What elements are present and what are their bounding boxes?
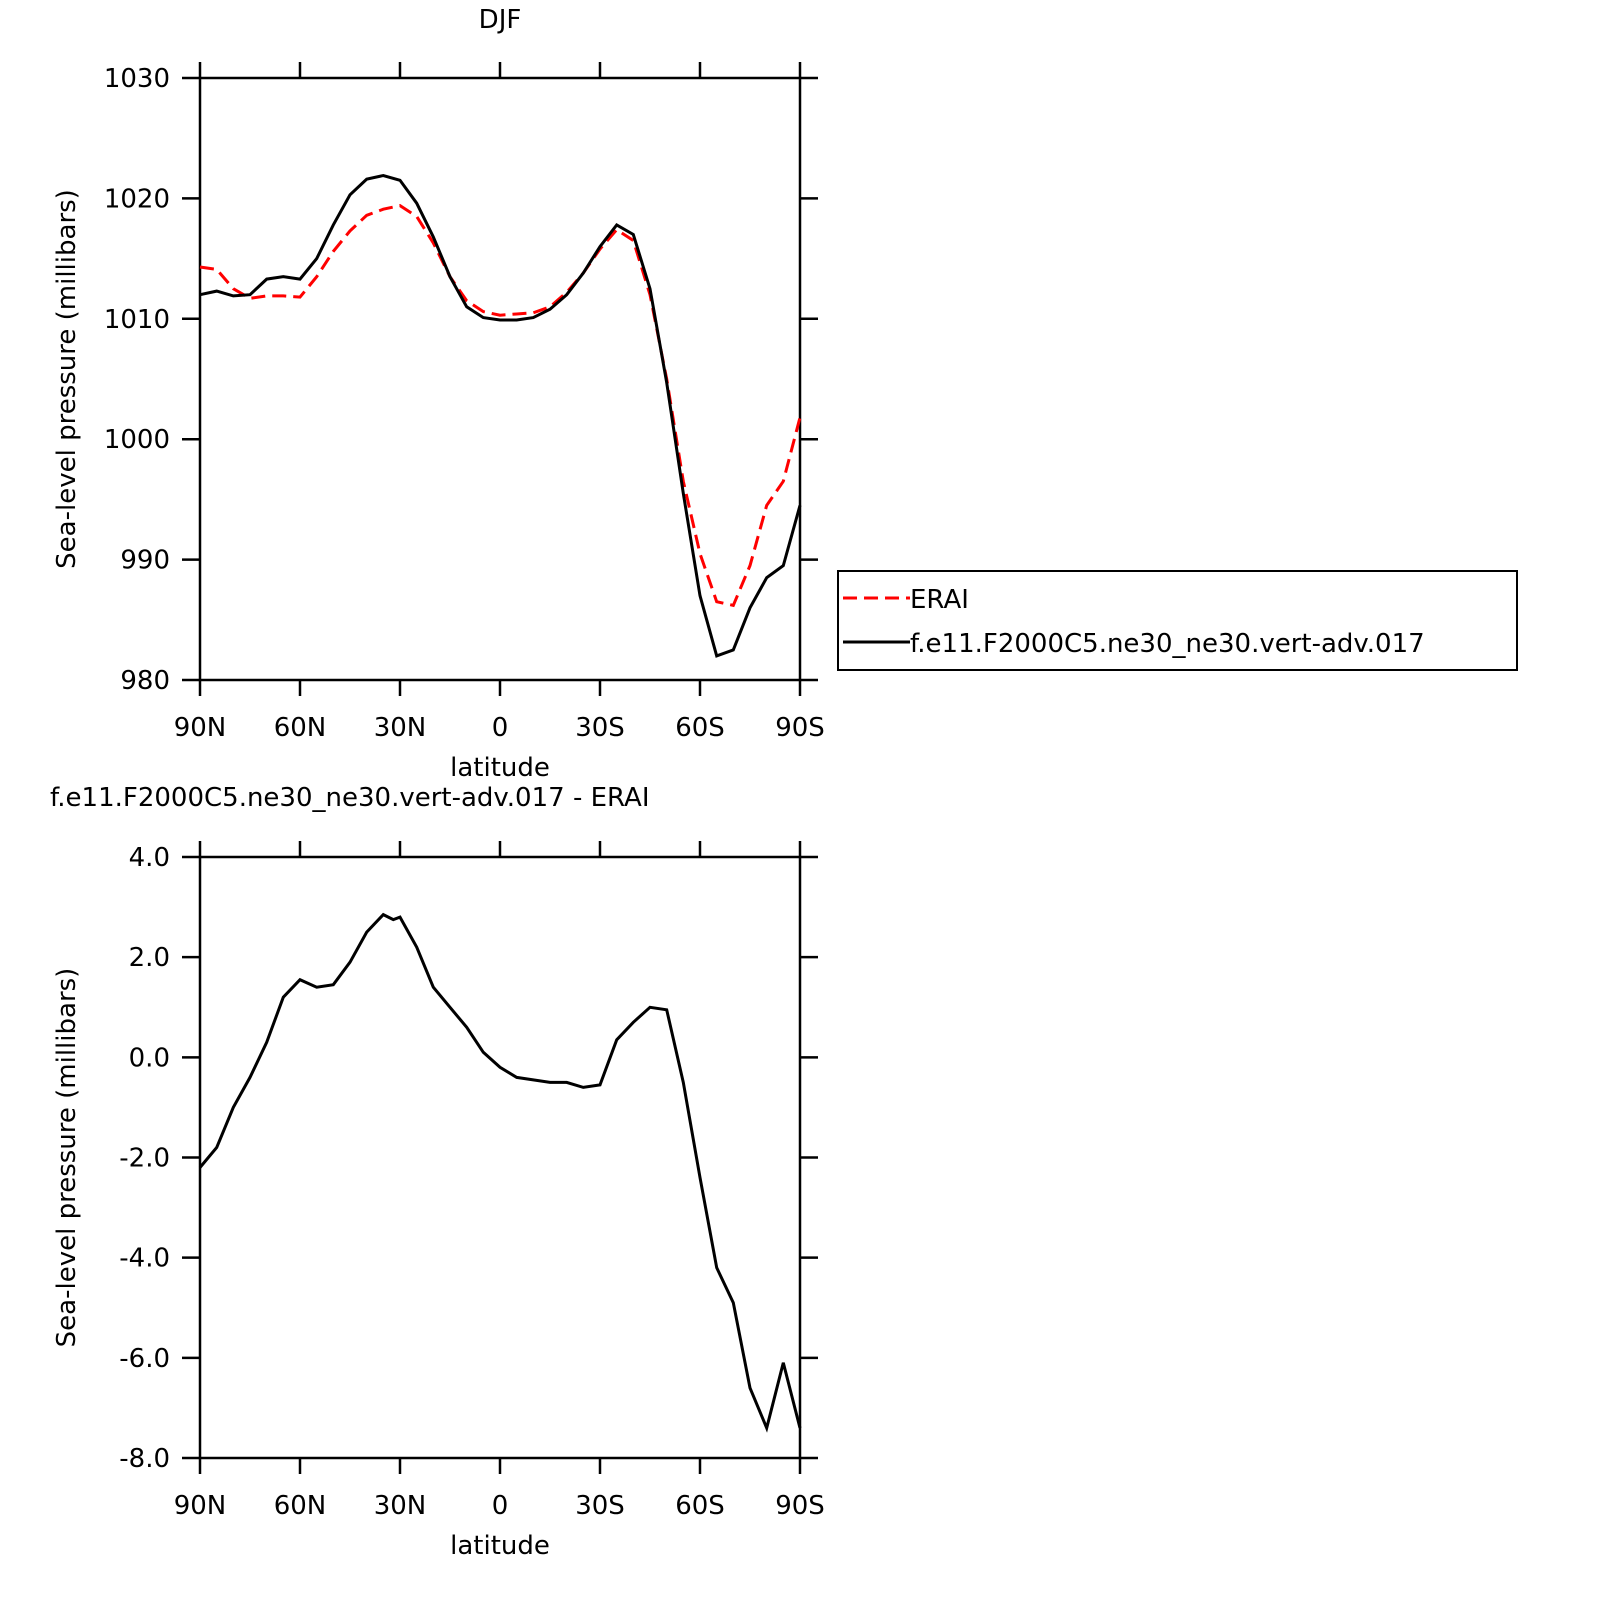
x-axis-label: latitude <box>450 753 550 783</box>
y-tick-label: -6.0 <box>119 1344 170 1374</box>
y-tick-label: 1000 <box>104 425 170 455</box>
x-tick-label: 90S <box>775 1491 825 1521</box>
y-tick-label: 2.0 <box>129 943 170 973</box>
y-tick-label: 990 <box>120 546 170 576</box>
x-tick-label: 30S <box>575 1491 625 1521</box>
series-line <box>199 173 802 658</box>
x-tick-label: 30N <box>374 713 427 743</box>
x-tick-label: 0 <box>492 1491 509 1521</box>
y-tick-label: 1020 <box>104 184 170 214</box>
y-tick-label: -8.0 <box>119 1444 170 1474</box>
x-tick-label: 90N <box>174 1491 227 1521</box>
x-tick-label: 60S <box>675 713 725 743</box>
plot-frame <box>198 855 802 1460</box>
legend-label: ERAI <box>910 585 969 615</box>
x-tick-label: 60S <box>675 1491 725 1521</box>
y-tick-label: -4.0 <box>119 1244 170 1274</box>
y-tick-label: 4.0 <box>129 843 170 873</box>
x-tick-label: 90N <box>174 713 227 743</box>
x-tick-label: 30N <box>374 1491 427 1521</box>
legend-label: f.e11.F2000C5.ne30_ne30.vert-adv.017 <box>910 629 1425 659</box>
x-tick-label: 0 <box>492 713 509 743</box>
chart-title: f.e11.F2000C5.ne30_ne30.vert-adv.017 - E… <box>50 783 650 813</box>
x-tick-label: 60N <box>274 1491 327 1521</box>
y-tick-label: 980 <box>120 666 170 696</box>
chart-title: DJF <box>479 5 522 35</box>
y-tick-label: 0.0 <box>129 1043 170 1073</box>
x-tick-label: 90S <box>775 713 825 743</box>
y-tick-label: -2.0 <box>119 1144 170 1174</box>
x-axis-label: latitude <box>450 1531 550 1561</box>
x-tick-label: 60N <box>274 713 327 743</box>
x-tick-label: 30S <box>575 713 625 743</box>
y-axis-label: Sea-level pressure (millibars) <box>52 189 82 569</box>
y-tick-label: 1010 <box>104 305 170 335</box>
series-line <box>198 912 802 1433</box>
series-line <box>199 204 802 608</box>
y-axis-label: Sea-level pressure (millibars) <box>52 968 82 1348</box>
plot-frame <box>198 76 802 682</box>
y-tick-label: 1030 <box>104 64 170 94</box>
legend-box <box>837 570 1518 671</box>
